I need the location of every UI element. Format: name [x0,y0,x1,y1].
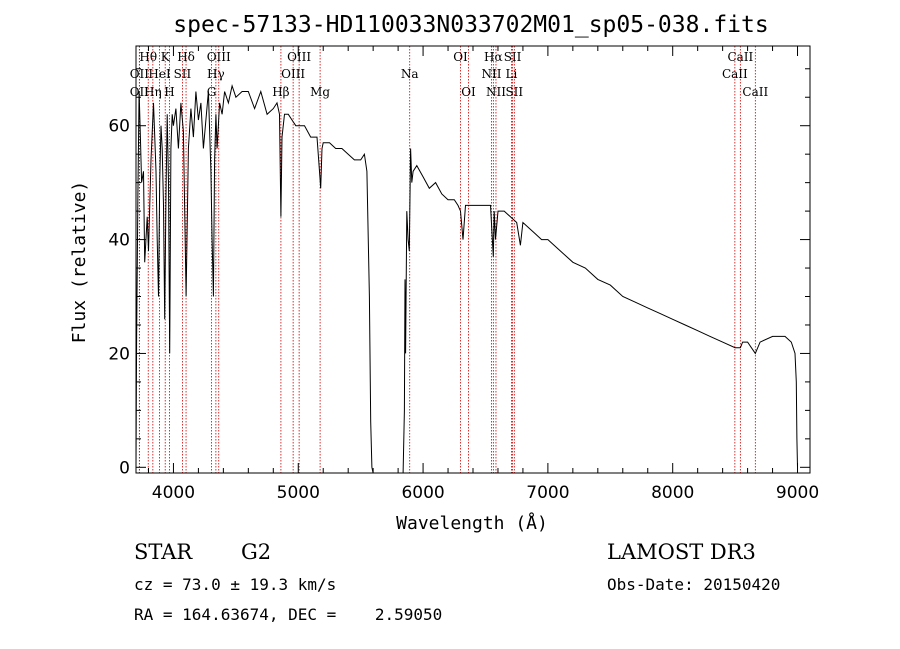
x-tick-label: 4000 [152,483,195,503]
spectral-line-label: SII [505,85,523,99]
spectrum-chart: spec-57133-HD110033N033702M01_sp05-038.f… [69,12,819,534]
spectral-line-label: OIII [287,50,311,64]
spectral-line-markers [138,46,756,473]
spectral-line-label: NII [486,85,506,99]
y-tick-label: 60 [108,117,130,137]
object-subclass: G2 [241,540,272,564]
spectral-line-label: Hα [484,50,503,64]
spectral-line-label: Li [506,67,518,81]
spectral-line-label: K [161,50,171,64]
spectral-line-label: OII [130,67,150,81]
spectral-line-label: SII [174,67,192,81]
x-axis-ticks: 4000 5000 6000 7000 8000 9000 [147,46,819,503]
observation-date: Obs-Date: 20150420 [607,575,781,594]
spectral-line-label: Mg [310,85,330,99]
x-tick-label: 9000 [776,483,819,503]
spectral-line-label: OIII [281,67,305,81]
y-axis-ticks: 0 20 40 60 [108,68,810,478]
object-class: STAR [134,540,193,564]
coordinates: RA = 164.63674, DEC = 2.59050 [134,605,443,624]
x-tick-label: 6000 [401,483,444,503]
x-axis-label: Wavelength (Å) [396,512,548,534]
x-tick-label: 8000 [651,483,694,503]
spectral-line-label: HeI [148,67,171,81]
spectral-line-label: Hθ [139,50,157,64]
spectral-line-label: Hβ [272,85,289,99]
spectral-line-label: Hδ [177,50,195,64]
spectral-line-label: NII [481,67,501,81]
survey-label: LAMOST DR3 [607,540,756,564]
x-tick-label: 5000 [277,483,320,503]
plot-frame [135,45,811,474]
y-tick-label: 40 [108,231,130,251]
redshift-cz: cz = 73.0 ± 19.3 km/s [134,575,337,594]
spectral-line-label: Hγ [207,67,225,81]
spectral-line-label: G [207,85,217,99]
y-axis-label: Flux (relative) [69,181,90,344]
x-tick-label: 7000 [526,483,569,503]
spectral-line-label: Hη [144,85,162,99]
spectral-line-label: CaII [722,67,748,81]
y-tick-label: 20 [108,344,130,364]
spectral-line-label: CaII [727,50,753,64]
spectral-line-label: CaII [742,85,768,99]
spectral-line-label: OI [453,50,468,64]
spectrum-line [135,84,798,474]
y-tick-label: 0 [119,458,130,478]
spectral-line-label: OIII [207,50,231,64]
spectral-line-label: OI [461,85,476,99]
chart-title: spec-57133-HD110033N033702M01_sp05-038.f… [173,12,768,38]
spectral-line-label: Na [401,67,419,81]
spectral-line-label: H [164,85,174,99]
spectral-line-label: SII [504,50,522,64]
